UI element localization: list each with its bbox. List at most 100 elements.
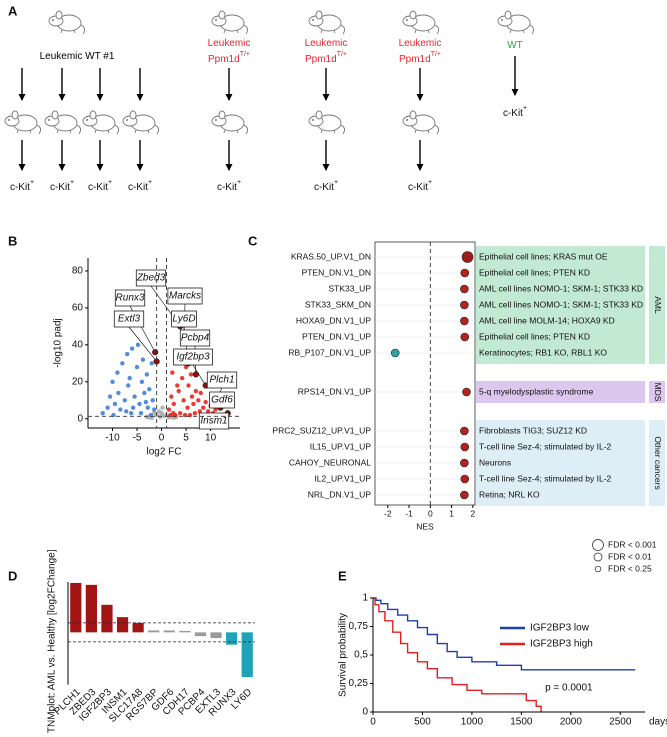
- gene-label: Runx3: [116, 293, 145, 304]
- nes-dot: [460, 316, 469, 326]
- y-tick-label: 0,5: [354, 650, 368, 661]
- mouse-icon: [4, 110, 42, 135]
- donor-label-sup: T/+: [240, 51, 250, 58]
- row-label: KRAS.50_UP.V1_DN: [291, 251, 371, 261]
- x-axis-label: log2 FC: [146, 447, 181, 458]
- output-label-sup: +: [237, 179, 241, 186]
- y-tick-label: 60: [72, 303, 84, 314]
- output-label: c-Kit+: [314, 179, 338, 193]
- group-band: [476, 381, 645, 403]
- donor-label-text: Leukemic: [208, 38, 251, 49]
- gene-label: Extl3: [118, 314, 141, 325]
- donor-label: Leukemic: [305, 38, 348, 49]
- bar: [163, 630, 175, 633]
- point: [213, 407, 218, 412]
- gene-label: Marcks: [169, 291, 201, 302]
- row-description: 5-q myelodysplastic syndrome: [479, 386, 594, 396]
- point: [118, 407, 123, 412]
- output-label-text: c-Kit: [217, 182, 237, 193]
- point: [198, 390, 203, 396]
- y-tick-label: 40: [72, 339, 84, 350]
- legend-size: [592, 539, 604, 551]
- panel-label: B: [8, 233, 17, 248]
- row-description: Fibroblasts TIG3; SUZ12 KD: [479, 425, 587, 435]
- mouse-icon: [48, 10, 86, 35]
- donor-label-text: Leukemic WT #1: [40, 51, 115, 62]
- output-label-text: c-Kit: [50, 182, 70, 193]
- point: [135, 342, 141, 348]
- point: [130, 405, 136, 410]
- row-label: STK33_UP: [328, 283, 371, 293]
- nes-dot: [461, 251, 474, 263]
- bar: [148, 630, 160, 633]
- label-box: [167, 287, 203, 305]
- label-box: [173, 348, 213, 366]
- legend-size: [593, 552, 603, 562]
- row-description: Epithelial cell lines; PTEN KD: [479, 267, 590, 277]
- y-tick-label: 1: [362, 593, 368, 604]
- legend-label: FDR < 0.001: [608, 539, 657, 549]
- point: [138, 411, 144, 416]
- point: [122, 398, 127, 403]
- point: [171, 401, 177, 407]
- point: [137, 401, 142, 407]
- point: [107, 394, 113, 399]
- point: [188, 372, 194, 377]
- point: [179, 375, 185, 381]
- mouse-icon: [82, 110, 120, 135]
- point: [205, 409, 211, 414]
- x-tick-label: 1500: [510, 717, 533, 728]
- row-description: T-cell line Sez-4; stimulated by IL-2: [479, 473, 612, 483]
- point: [152, 349, 159, 356]
- point: [201, 405, 206, 410]
- donor-label-text: Ppm1d: [399, 54, 431, 65]
- survival-curve: [373, 597, 542, 712]
- point: [181, 398, 186, 403]
- gene-label: Ly6D: [172, 314, 195, 325]
- donor-label: WT: [507, 40, 523, 51]
- legend-label: IGF2BP3 high: [530, 639, 593, 650]
- mouse-icon: [402, 110, 440, 135]
- point: [134, 364, 140, 370]
- gene-label: Gdf6: [211, 395, 233, 406]
- point: [186, 383, 191, 388]
- nes-dot: [460, 332, 470, 342]
- output-label: c-Kit+: [128, 179, 152, 193]
- mouse-icon: [308, 10, 346, 35]
- mouse-icon: [211, 10, 249, 35]
- label-connector: [192, 364, 206, 386]
- point: [128, 411, 134, 416]
- gene-label: Insm1: [200, 416, 227, 427]
- row-description: Retina; NRL KO: [479, 489, 540, 499]
- bar: [179, 630, 191, 633]
- panel-label: A: [8, 3, 18, 18]
- point: [143, 399, 149, 405]
- nes-dot: [460, 474, 470, 484]
- donor-label-text: Leukemic: [305, 38, 348, 49]
- group-tab: [649, 246, 665, 364]
- bar: [101, 604, 113, 633]
- x-tick-label: 0: [428, 508, 433, 518]
- group-band: [476, 420, 645, 506]
- donor-label-sup: T/+: [337, 51, 347, 58]
- point: [139, 379, 145, 385]
- y-tick-label: 0,75: [349, 621, 369, 632]
- row-label: HOXA9_DN.V1_UP: [296, 315, 371, 325]
- point: [112, 401, 118, 407]
- x-axis-label: days: [649, 717, 667, 728]
- x-tick-label: -1: [405, 508, 413, 518]
- y-tick-label: 0,25: [349, 678, 369, 689]
- mouse-icon: [402, 10, 440, 35]
- bar: [226, 632, 238, 645]
- point: [132, 394, 137, 399]
- output-label: c-Kit+: [50, 179, 74, 193]
- donor-label: Leukemic: [399, 38, 442, 49]
- group-label: AML: [653, 296, 663, 314]
- mouse-icon: [497, 10, 535, 35]
- donor-label-text: Ppm1d: [208, 54, 240, 65]
- label-box: [171, 310, 197, 328]
- row-description: Keratinocytes; RB1 KO, RBL1 KO: [479, 347, 607, 357]
- survival-curve: [373, 597, 636, 671]
- output-label-text: c-Kit: [88, 182, 108, 193]
- row-description: AML cell lines NOMO-1; SKM-1; STK33 KD: [479, 283, 643, 293]
